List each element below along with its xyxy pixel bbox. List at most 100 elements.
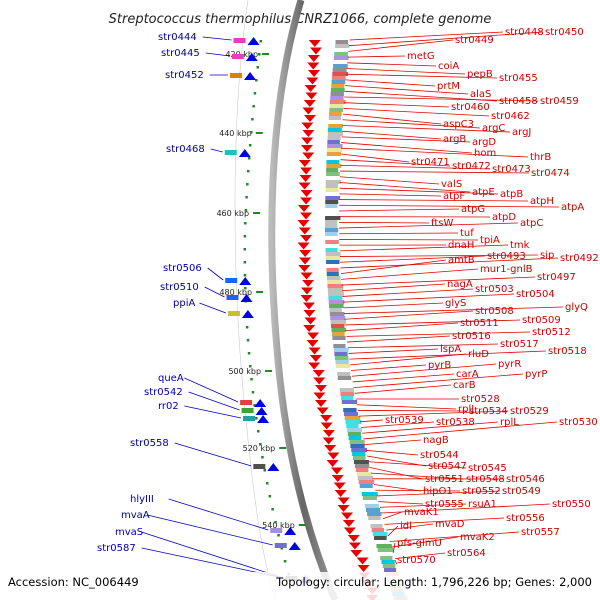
forward-label-line xyxy=(392,542,396,553)
forward-gene-label: str0471 xyxy=(411,157,450,168)
scale-dot xyxy=(258,53,261,56)
forward-arrow xyxy=(314,385,327,392)
kbp-tick: 480 kbp xyxy=(219,288,264,297)
forward-arrow xyxy=(298,160,311,167)
forward-label-line xyxy=(343,107,490,117)
forward-label-line xyxy=(347,343,499,349)
forward-label-line xyxy=(339,182,471,193)
forward-feature-block xyxy=(346,424,359,428)
forward-feature-block xyxy=(377,548,394,552)
forward-gene-label: pepB xyxy=(467,69,493,80)
scale-dot xyxy=(243,261,247,264)
forward-label-line xyxy=(350,353,467,366)
forward-gene-label: str0530 xyxy=(559,417,598,428)
forward-label-line xyxy=(340,259,447,275)
forward-arrow xyxy=(299,257,312,265)
forward-gene-label: atpG xyxy=(461,204,485,215)
forward-arrow xyxy=(309,47,322,55)
forward-gene-label: carB xyxy=(453,380,476,391)
forward-gene-label: str0517 xyxy=(500,339,539,350)
forward-gene-label: str0512 xyxy=(532,327,571,338)
reverse-feature xyxy=(241,407,268,415)
forward-arrow xyxy=(302,107,315,115)
reverse-label-line xyxy=(188,391,240,411)
forward-label-line xyxy=(344,96,539,102)
forward-label-line xyxy=(353,373,524,389)
forward-gene-label: str0551 xyxy=(425,474,464,485)
forward-arrow xyxy=(306,340,319,347)
forward-gene-label: str0449 xyxy=(455,35,494,46)
forward-gene-label: aspC3 xyxy=(443,119,474,130)
forward-feature-block xyxy=(350,444,365,448)
forward-label-line xyxy=(394,559,398,565)
forward-label-line xyxy=(359,419,384,423)
forward-feature-block xyxy=(357,476,374,480)
reverse-label-line xyxy=(204,286,225,298)
forward-arrow xyxy=(334,490,347,497)
forward-label-line xyxy=(384,517,505,525)
forward-gene-label: str0493 xyxy=(487,251,526,262)
forward-arrow xyxy=(302,152,315,160)
forward-gene-label: rplL xyxy=(500,417,519,428)
forward-label-line xyxy=(354,384,452,394)
forward-label-line xyxy=(346,331,531,337)
forward-feature-block xyxy=(331,84,345,88)
forward-feature-block xyxy=(381,560,395,564)
forward-gene-label: ftsW xyxy=(431,218,453,229)
reverse-feature xyxy=(270,527,297,535)
forward-gene-label: argC xyxy=(482,123,505,134)
forward-feature-block xyxy=(329,100,346,104)
forward-arrow xyxy=(302,130,315,137)
forward-feature-block xyxy=(341,396,354,400)
forward-label-line xyxy=(338,222,519,229)
forward-feature-block xyxy=(372,532,388,536)
forward-gene-label: str0529 xyxy=(510,406,549,417)
forward-feature-block xyxy=(326,160,340,164)
forward-feature-block xyxy=(333,344,346,348)
forward-gene-label: str0518 xyxy=(548,346,587,357)
forward-feature-block xyxy=(331,332,345,336)
forward-label-line xyxy=(340,255,486,263)
forward-gene-label: str0450 xyxy=(545,27,584,38)
forward-label-line xyxy=(342,113,442,125)
forward-feature-block xyxy=(353,456,366,460)
forward-label-line xyxy=(339,176,440,185)
scale-dot xyxy=(271,508,274,511)
forward-arrow xyxy=(331,475,344,482)
forward-feature-block xyxy=(326,168,339,172)
forward-feature-block xyxy=(371,528,385,532)
forward-label-line xyxy=(342,125,511,133)
forward-arrow xyxy=(298,227,311,235)
forward-feature-block xyxy=(326,268,339,272)
forward-arrow xyxy=(307,55,320,62)
forward-gene-label: str0544 xyxy=(420,450,459,461)
forward-gene-label: rplJ xyxy=(458,404,474,415)
forward-feature-block xyxy=(334,356,349,360)
forward-feature-block xyxy=(325,252,341,256)
forward-feature-block xyxy=(376,544,392,548)
reverse-gene-label: ppiA xyxy=(173,298,195,309)
forward-arrow xyxy=(300,197,313,205)
scale-dot xyxy=(246,339,250,342)
forward-label-line xyxy=(375,489,461,492)
forward-arrow xyxy=(320,415,333,422)
forward-label-line xyxy=(345,85,469,95)
scale-dot xyxy=(253,404,256,407)
forward-feature-block xyxy=(358,480,375,484)
forward-feature-block xyxy=(361,492,378,496)
forward-feature-block xyxy=(352,452,366,456)
forward-label-line xyxy=(340,170,530,174)
reverse-feature xyxy=(224,149,251,157)
forward-feature-block xyxy=(329,312,345,316)
scale-dot xyxy=(259,40,263,43)
forward-feature-block xyxy=(366,508,381,512)
scale-dot xyxy=(243,235,247,238)
forward-gene-label: metG xyxy=(407,51,435,62)
forward-feature-block xyxy=(325,172,340,176)
forward-label-line xyxy=(348,31,544,47)
forward-feature-block xyxy=(368,516,381,520)
forward-label-line xyxy=(379,503,467,508)
forward-arrow xyxy=(312,370,325,377)
forward-label-line xyxy=(364,439,422,446)
